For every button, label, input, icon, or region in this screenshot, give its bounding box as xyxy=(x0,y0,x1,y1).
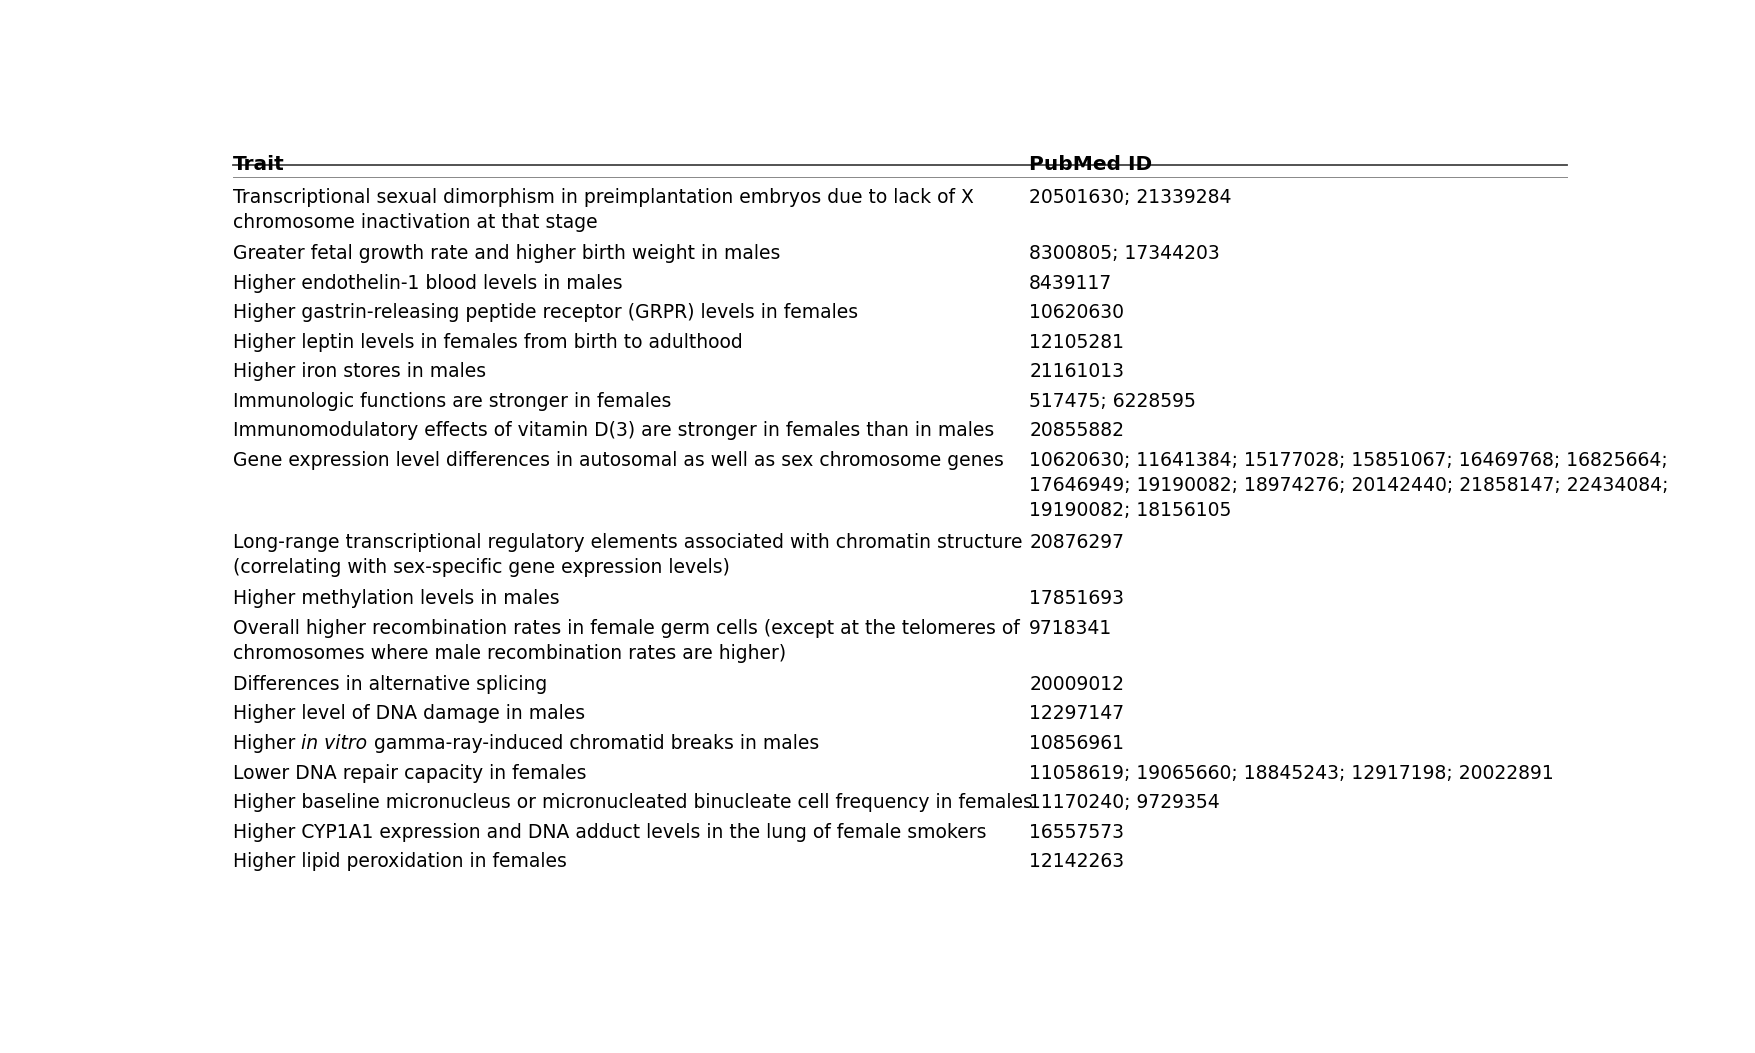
Text: 12142263: 12142263 xyxy=(1028,853,1123,872)
Text: 20876297: 20876297 xyxy=(1028,534,1123,553)
Text: Greater fetal growth rate and higher birth weight in males: Greater fetal growth rate and higher bir… xyxy=(233,244,779,263)
Text: 21161013: 21161013 xyxy=(1028,362,1123,381)
Text: Gene expression level differences in autosomal as well as sex chromosome genes: Gene expression level differences in aut… xyxy=(233,451,1004,470)
Text: Higher methylation levels in males: Higher methylation levels in males xyxy=(233,590,560,609)
Text: Higher lipid peroxidation in females: Higher lipid peroxidation in females xyxy=(233,853,567,872)
Text: 9718341: 9718341 xyxy=(1028,619,1113,638)
Text: Trait: Trait xyxy=(233,155,284,174)
Text: 8439117: 8439117 xyxy=(1028,274,1113,293)
Text: 8300805; 17344203: 8300805; 17344203 xyxy=(1028,244,1220,263)
Text: 10856961: 10856961 xyxy=(1028,734,1123,753)
Text: 20855882: 20855882 xyxy=(1028,421,1123,440)
Text: Higher gastrin-releasing peptide receptor (GRPR) levels in females: Higher gastrin-releasing peptide recepto… xyxy=(233,303,858,322)
Text: Differences in alternative splicing: Differences in alternative splicing xyxy=(233,675,548,694)
Text: 17851693: 17851693 xyxy=(1028,590,1123,609)
Text: PubMed ID: PubMed ID xyxy=(1028,155,1151,174)
Text: 16557573: 16557573 xyxy=(1028,822,1123,841)
Text: Immunologic functions are stronger in females: Immunologic functions are stronger in fe… xyxy=(233,392,670,411)
Text: Higher: Higher xyxy=(233,734,302,753)
Text: in vitro: in vitro xyxy=(302,734,367,753)
Text: 11058619; 19065660; 18845243; 12917198; 20022891: 11058619; 19065660; 18845243; 12917198; … xyxy=(1028,763,1553,782)
Text: Long-range transcriptional regulatory elements associated with chromatin structu: Long-range transcriptional regulatory el… xyxy=(233,534,1021,577)
Text: Immunomodulatory effects of vitamin D(3) are stronger in females than in males: Immunomodulatory effects of vitamin D(3)… xyxy=(233,421,993,440)
Text: Lower DNA repair capacity in females: Lower DNA repair capacity in females xyxy=(233,763,586,782)
Text: Higher endothelin-1 blood levels in males: Higher endothelin-1 blood levels in male… xyxy=(233,274,623,293)
Text: Higher level of DNA damage in males: Higher level of DNA damage in males xyxy=(233,704,584,723)
Text: Transcriptional sexual dimorphism in preimplantation embryos due to lack of X
ch: Transcriptional sexual dimorphism in pre… xyxy=(233,188,974,232)
Text: 10620630: 10620630 xyxy=(1028,303,1123,322)
Text: 20009012: 20009012 xyxy=(1028,675,1123,694)
Text: 10620630; 11641384; 15177028; 15851067; 16469768; 16825664;
17646949; 19190082; : 10620630; 11641384; 15177028; 15851067; … xyxy=(1028,451,1667,520)
Text: Higher baseline micronucleus or micronucleated binucleate cell frequency in fema: Higher baseline micronucleus or micronuc… xyxy=(233,793,1032,812)
Text: Overall higher recombination rates in female germ cells (except at the telomeres: Overall higher recombination rates in fe… xyxy=(233,619,1020,663)
Text: Higher leptin levels in females from birth to adulthood: Higher leptin levels in females from bir… xyxy=(233,333,742,352)
Text: 12297147: 12297147 xyxy=(1028,704,1123,723)
Text: 12105281: 12105281 xyxy=(1028,333,1123,352)
Text: gamma-ray-induced chromatid breaks in males: gamma-ray-induced chromatid breaks in ma… xyxy=(367,734,818,753)
Text: Higher CYP1A1 expression and DNA adduct levels in the lung of female smokers: Higher CYP1A1 expression and DNA adduct … xyxy=(233,822,986,841)
Text: 11170240; 9729354: 11170240; 9729354 xyxy=(1028,793,1220,812)
Text: 517475; 6228595: 517475; 6228595 xyxy=(1028,392,1195,411)
Text: Higher iron stores in males: Higher iron stores in males xyxy=(233,362,486,381)
Text: 20501630; 21339284: 20501630; 21339284 xyxy=(1028,188,1230,207)
